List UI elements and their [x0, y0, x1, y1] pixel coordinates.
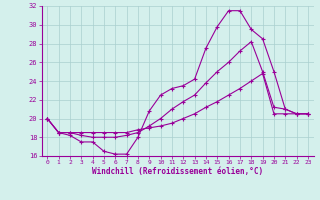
X-axis label: Windchill (Refroidissement éolien,°C): Windchill (Refroidissement éolien,°C) — [92, 167, 263, 176]
